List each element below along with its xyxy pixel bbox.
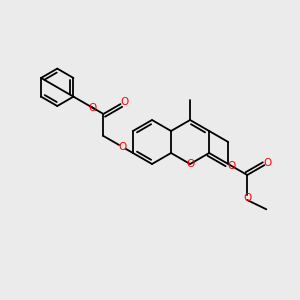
Text: O: O <box>118 142 127 152</box>
Text: O: O <box>227 161 236 171</box>
Text: O: O <box>89 103 97 113</box>
Text: O: O <box>186 159 194 169</box>
Text: O: O <box>264 158 272 168</box>
Text: O: O <box>243 193 251 203</box>
Text: O: O <box>120 97 128 107</box>
